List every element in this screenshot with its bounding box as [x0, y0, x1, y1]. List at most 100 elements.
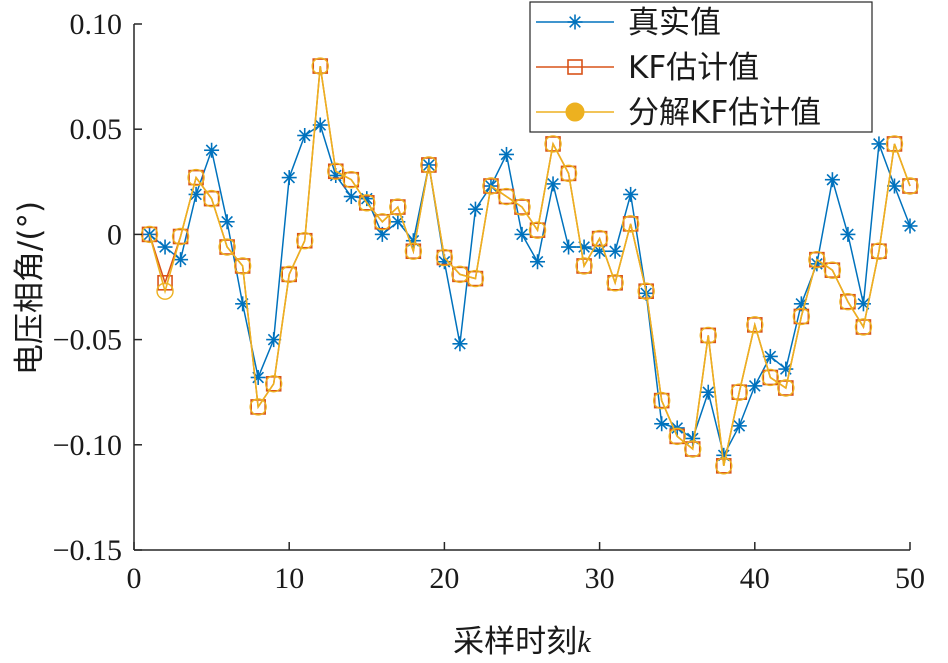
series-2-point — [622, 216, 639, 232]
series-1-point — [561, 239, 577, 255]
series-3-point — [342, 170, 360, 189]
series-2-point — [343, 171, 360, 188]
series-3-point — [652, 391, 671, 410]
series-2-point — [902, 178, 918, 194]
series-2-point — [545, 136, 561, 152]
x-tick-label: 20 — [429, 562, 459, 595]
series-2-point — [514, 199, 530, 215]
series-3-point — [404, 242, 423, 260]
series-2-point — [576, 258, 592, 274]
series-3-point — [901, 177, 919, 195]
x-tick-label: 10 — [274, 562, 304, 595]
series-1-point — [452, 336, 468, 352]
x-axis-variable: k — [577, 624, 592, 659]
series-3-point — [264, 375, 283, 393]
series-3-point — [808, 250, 826, 269]
legend-swatch-marker — [567, 14, 583, 30]
series-1-point — [250, 369, 266, 385]
series-2-point — [886, 136, 903, 152]
series-3-point — [792, 307, 811, 326]
ticks-layer: 0 10 20 30 40 50 0.10 0.05 0 −0.05 −0.10 −0.15 — [53, 8, 925, 595]
series-1-point — [498, 146, 514, 162]
series-3-point — [637, 282, 655, 300]
legend-swatch-marker — [567, 59, 583, 75]
y-tick-label: −0.15 — [53, 534, 122, 567]
series-1-point — [623, 186, 639, 202]
series-2-point — [467, 270, 484, 287]
series-1-point — [235, 296, 251, 312]
series-1-point — [747, 378, 763, 394]
series-3-line — [148, 65, 911, 467]
series-1-point — [467, 201, 483, 217]
series-3-point — [839, 293, 857, 311]
series-1-point — [297, 128, 313, 144]
series-3-point — [606, 274, 624, 292]
series-2-point — [700, 327, 717, 344]
series-2-point — [141, 226, 158, 243]
series-3-point — [761, 368, 780, 387]
y-tick-label: 0 — [107, 218, 122, 251]
series-1-point — [204, 142, 220, 158]
y-tick-label: −0.10 — [53, 429, 122, 462]
series-3-point — [156, 282, 174, 300]
series-1-point — [762, 348, 778, 364]
series-2-point — [591, 230, 608, 247]
legend-entry-2: KF估计值 — [536, 50, 759, 86]
series-3-point — [497, 187, 516, 206]
x-tick-label: 40 — [740, 562, 770, 595]
series-2-point — [219, 239, 235, 255]
series-2-point — [824, 262, 841, 278]
series-1-point — [654, 416, 670, 432]
legend-label: KF估计值 — [628, 50, 759, 86]
series-1-point — [700, 384, 716, 400]
series-3-point — [684, 440, 702, 458]
series-2-point — [327, 163, 344, 180]
series-2-point — [855, 319, 872, 335]
series-3-point — [746, 316, 764, 334]
series-layer — [140, 57, 919, 475]
series-3-point — [466, 269, 485, 288]
y-tick-label: −0.05 — [53, 324, 122, 357]
series-3-point — [373, 213, 392, 231]
series-1-point — [886, 178, 902, 194]
legend-entry-3: 分解KF估计值 — [536, 95, 821, 131]
series-1-point — [576, 239, 592, 255]
series-3-point — [870, 242, 888, 260]
series-3-point — [544, 135, 562, 153]
series-3-point — [358, 194, 376, 212]
series-2-point — [809, 251, 825, 268]
legend-label: 分解KF估计值 — [628, 95, 821, 131]
series-3-point — [202, 189, 221, 208]
series-3-point — [513, 198, 531, 216]
series-3-point — [575, 257, 593, 275]
series-3-point — [482, 177, 500, 195]
series-1-point — [219, 214, 235, 230]
series-3-point — [280, 265, 298, 284]
series-2-point — [421, 157, 437, 173]
series-3-point — [730, 383, 748, 401]
series-2-point — [653, 392, 670, 409]
series-3-point — [249, 398, 267, 416]
series-2-point — [203, 190, 220, 207]
series-1-point — [514, 226, 530, 242]
x-tick-label: 50 — [895, 562, 925, 595]
series-1-point — [545, 176, 561, 192]
series-2-point — [358, 195, 375, 211]
x-axis-title-text: 采样时刻 — [453, 624, 577, 660]
series-3-point — [777, 379, 795, 397]
series-3-point — [621, 215, 640, 233]
series-3-point — [187, 168, 205, 187]
series-2-point — [638, 283, 654, 300]
series-3-point — [233, 257, 252, 275]
series-3-point — [823, 261, 842, 279]
series-2-point — [172, 228, 189, 245]
legend-entry-1: 真实值 — [536, 5, 721, 41]
legend-swatch-marker — [565, 102, 585, 122]
series-2-point — [498, 188, 515, 205]
series-3-point — [435, 248, 454, 267]
series-2-point — [560, 165, 577, 182]
series-2-point — [436, 249, 453, 266]
series-3-point — [699, 326, 717, 345]
series-1-point — [902, 218, 918, 234]
